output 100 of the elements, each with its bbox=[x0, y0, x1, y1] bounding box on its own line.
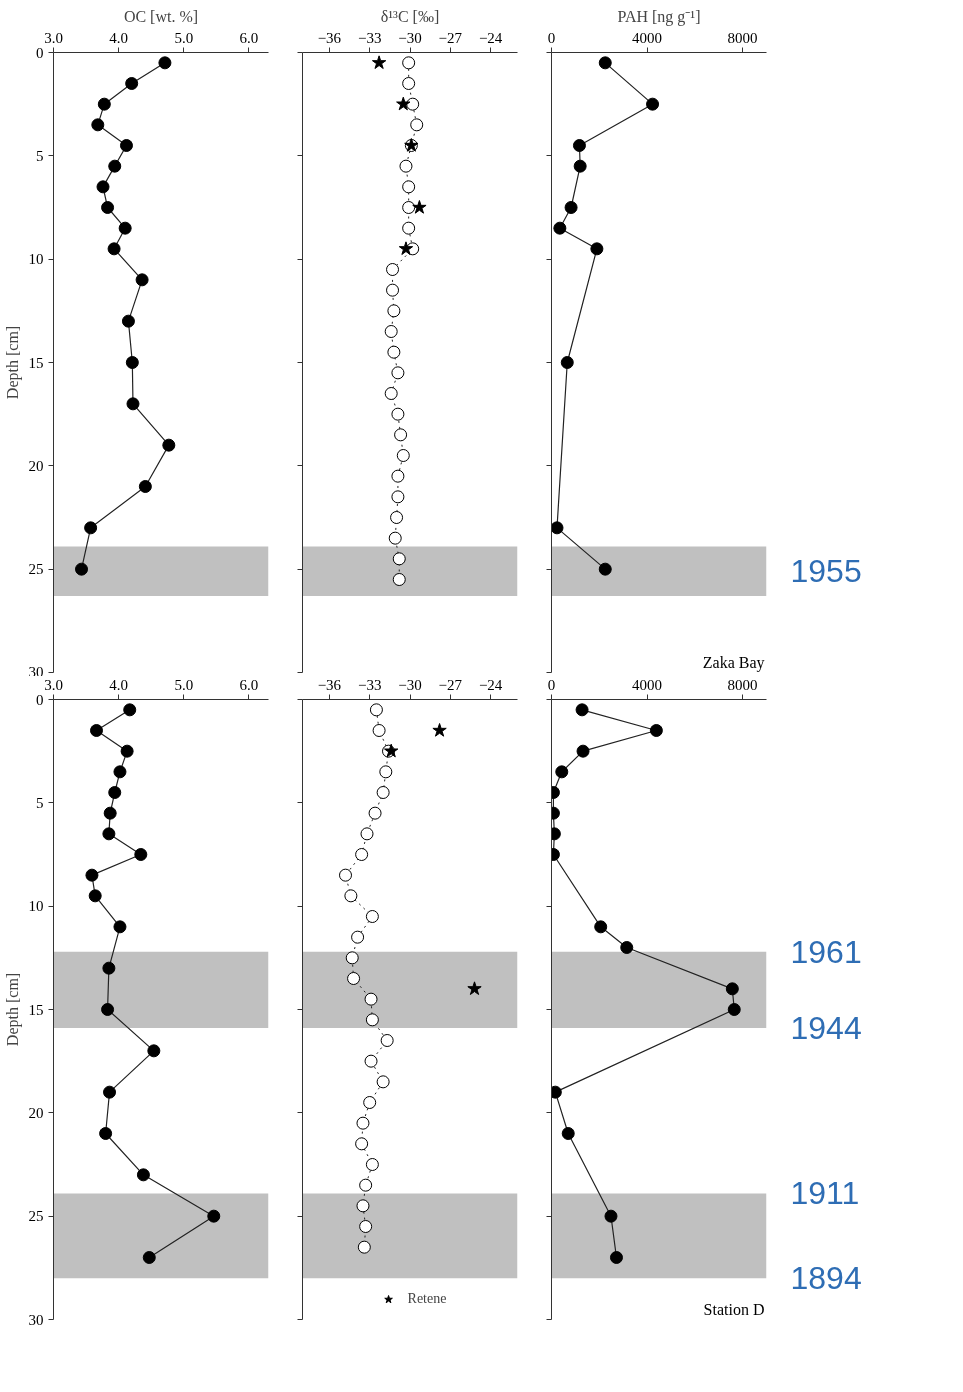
point bbox=[356, 1199, 370, 1213]
point bbox=[162, 438, 176, 452]
point bbox=[727, 1003, 741, 1016]
point bbox=[725, 982, 739, 996]
legend-label: Retene bbox=[407, 1291, 447, 1307]
x-tick-label: 3.0 bbox=[44, 676, 63, 693]
y-tick-label: 10 bbox=[28, 898, 44, 915]
point bbox=[561, 1127, 575, 1140]
point bbox=[384, 743, 399, 758]
y-axis-title: Depth [cm] bbox=[3, 972, 22, 1047]
point bbox=[609, 1251, 623, 1264]
point bbox=[125, 356, 139, 369]
annotation: Zaka Bay bbox=[702, 653, 765, 672]
point bbox=[396, 96, 411, 111]
point bbox=[392, 573, 406, 586]
point bbox=[125, 77, 139, 90]
point bbox=[119, 139, 133, 152]
point bbox=[598, 56, 612, 70]
point bbox=[590, 242, 604, 256]
x-tick-label: 4000 bbox=[632, 676, 663, 693]
point bbox=[102, 827, 116, 841]
point bbox=[108, 159, 122, 173]
text: 1894 bbox=[790, 1260, 862, 1297]
point bbox=[120, 744, 134, 758]
point bbox=[158, 56, 172, 70]
point bbox=[620, 941, 634, 954]
point bbox=[126, 397, 140, 411]
y-tick-label: 20 bbox=[28, 1104, 44, 1121]
x-tick-label: −27 bbox=[438, 29, 463, 46]
y-tick-label: 15 bbox=[28, 1001, 44, 1018]
x-tick-label: −33 bbox=[357, 29, 382, 46]
x-tick-label: 0 bbox=[547, 676, 556, 693]
x-tick-label: −24 bbox=[478, 29, 503, 46]
point bbox=[84, 521, 98, 535]
x-tick-label: 4000 bbox=[632, 29, 663, 46]
point bbox=[551, 521, 564, 535]
x-tick-label: 3.0 bbox=[44, 29, 63, 46]
point bbox=[85, 868, 99, 882]
y-tick-label: 0 bbox=[36, 44, 44, 61]
x-tick-label: 4.0 bbox=[109, 29, 129, 46]
point bbox=[103, 1085, 117, 1099]
y-tick-label: 10 bbox=[28, 251, 44, 268]
y-tick-label: 5 bbox=[36, 147, 44, 164]
point bbox=[134, 848, 148, 861]
point bbox=[392, 552, 406, 566]
point bbox=[560, 356, 574, 369]
x-tick-label: −33 bbox=[357, 676, 382, 693]
y-axis-title: Depth [cm] bbox=[3, 325, 22, 400]
point bbox=[467, 981, 482, 995]
y-tick-label: 30 bbox=[28, 663, 44, 680]
point bbox=[123, 703, 137, 717]
point bbox=[138, 480, 152, 493]
x-tick-label: 6.0 bbox=[239, 29, 259, 46]
point bbox=[88, 889, 102, 903]
point bbox=[575, 703, 589, 717]
point bbox=[99, 1127, 113, 1140]
y-tick-label: 0 bbox=[36, 691, 44, 708]
x-tick-label: −30 bbox=[398, 29, 422, 46]
point bbox=[573, 159, 587, 173]
point bbox=[108, 786, 122, 799]
point bbox=[598, 562, 612, 576]
point bbox=[553, 221, 567, 235]
point bbox=[96, 180, 110, 194]
x-tick-label: −27 bbox=[438, 676, 463, 693]
x-tick-label: 8000 bbox=[727, 29, 758, 46]
point bbox=[90, 724, 103, 737]
point bbox=[347, 972, 361, 985]
y-tick-label: 15 bbox=[28, 354, 44, 371]
y-tick-label: 25 bbox=[28, 561, 44, 578]
x-tick-label: 0 bbox=[547, 29, 556, 46]
chart-title: OC [wt. %] bbox=[123, 7, 199, 25]
point bbox=[357, 1240, 371, 1254]
point bbox=[432, 723, 447, 737]
point bbox=[555, 765, 569, 779]
text: 1961 bbox=[790, 933, 862, 970]
chart-title: δ¹³C [‰] bbox=[380, 7, 440, 25]
point bbox=[365, 1013, 379, 1027]
point bbox=[91, 118, 105, 132]
point bbox=[102, 961, 116, 975]
point bbox=[97, 97, 111, 111]
point bbox=[101, 1003, 115, 1016]
text: 1911 bbox=[790, 1175, 860, 1212]
x-tick-label: −24 bbox=[478, 676, 503, 693]
point bbox=[594, 920, 608, 934]
point bbox=[564, 201, 578, 214]
point bbox=[364, 992, 378, 1006]
point bbox=[572, 139, 586, 152]
point bbox=[113, 765, 127, 779]
point bbox=[121, 314, 135, 328]
y-tick-label: 20 bbox=[28, 457, 44, 474]
point bbox=[103, 806, 117, 820]
point bbox=[345, 951, 359, 965]
y-tick-label: 30 bbox=[28, 1311, 44, 1328]
point bbox=[118, 221, 132, 235]
point bbox=[576, 744, 590, 758]
point bbox=[398, 241, 414, 255]
y-tick-label: 25 bbox=[28, 1208, 44, 1225]
point bbox=[135, 273, 149, 287]
point bbox=[142, 1251, 156, 1264]
x-tick-label: 5.0 bbox=[174, 676, 194, 693]
